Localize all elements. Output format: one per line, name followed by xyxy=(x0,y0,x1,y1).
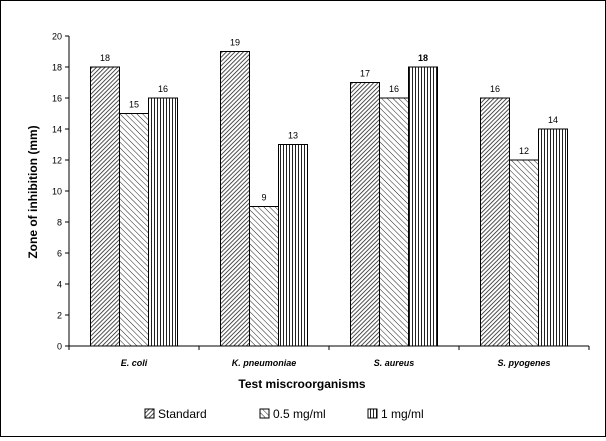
bar-value-label: 16 xyxy=(158,84,168,94)
bar xyxy=(278,144,308,347)
legend-swatch xyxy=(144,408,155,419)
bar xyxy=(350,82,380,347)
bar xyxy=(379,97,409,347)
bar-value-label: 13 xyxy=(288,131,298,141)
legend-label: 1 mg/ml xyxy=(381,407,424,421)
y-tick-label: 6 xyxy=(57,249,62,259)
x-tick-label: K. pneumoniae xyxy=(232,358,297,368)
bar xyxy=(480,97,510,347)
bar-value-label: 14 xyxy=(548,115,558,125)
bar-value-label: 18 xyxy=(100,53,110,63)
y-axis: 0 2 4 6 8 10 12 14 16 18 20 xyxy=(52,32,70,352)
x-tick-label: S. pyogenes xyxy=(497,358,550,368)
y-tick-label: 16 xyxy=(52,94,62,104)
legend-swatch xyxy=(259,408,270,419)
y-tick-label: 10 xyxy=(52,187,62,197)
y-tick-label: 0 xyxy=(57,342,62,352)
bar-value-label: 17 xyxy=(360,69,370,79)
y-tick-label: 20 xyxy=(52,32,62,42)
y-tick-label: 12 xyxy=(52,156,62,166)
bar xyxy=(509,159,539,347)
bar-value-label: 9 xyxy=(261,193,266,203)
bar-value-label: 15 xyxy=(129,100,139,110)
bar xyxy=(119,113,149,347)
y-tick-label: 2 xyxy=(57,311,62,321)
bar xyxy=(220,51,250,347)
bar xyxy=(538,128,568,347)
legend-swatch xyxy=(367,408,378,419)
y-tick-label: 8 xyxy=(57,218,62,228)
bar-value-label: 16 xyxy=(389,84,399,94)
legend-label: Standard xyxy=(158,407,207,421)
bar xyxy=(408,66,438,347)
x-axis: E. coli K. pneumoniae S. aureus S. pyogenes xyxy=(68,345,590,368)
bar-value-label: 12 xyxy=(519,146,529,156)
y-tick-label: 14 xyxy=(52,125,62,135)
bar-value-label: 18 xyxy=(418,53,428,63)
y-tick-label: 4 xyxy=(57,280,62,290)
bar xyxy=(148,97,178,347)
bar-value-label: 19 xyxy=(230,38,240,48)
bar xyxy=(90,66,120,347)
x-axis-title: Test miscroorganisms xyxy=(238,377,365,391)
x-tick-label: S. aureus xyxy=(374,358,415,368)
bar xyxy=(249,206,279,347)
legend: Standard 0.5 mg/ml 1 mg/ml xyxy=(144,407,424,421)
x-tick-label: E. coli xyxy=(121,358,148,368)
y-tick-label: 18 xyxy=(52,63,62,73)
y-axis-title: Zone of inhibition (mm) xyxy=(26,125,40,258)
bar-value-label: 16 xyxy=(490,84,500,94)
legend-label: 0.5 mg/ml xyxy=(273,407,326,421)
